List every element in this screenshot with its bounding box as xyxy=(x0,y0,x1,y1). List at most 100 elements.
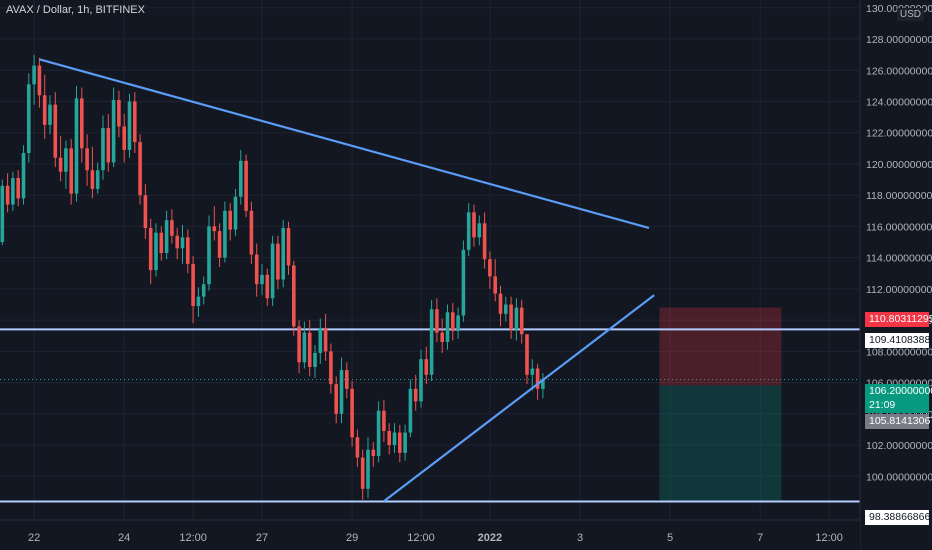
candle xyxy=(27,73,31,163)
candle xyxy=(313,345,317,378)
candle xyxy=(504,296,508,322)
candle xyxy=(302,321,307,369)
candle xyxy=(37,57,42,108)
price-tick-label: 116.00000000 xyxy=(866,221,932,233)
candle xyxy=(11,171,15,211)
candle xyxy=(403,424,407,461)
candle xyxy=(42,74,47,139)
time-axis-bg xyxy=(0,520,860,550)
candle xyxy=(95,162,100,194)
candle-body xyxy=(11,178,15,205)
candle-body xyxy=(58,157,63,172)
candle-body xyxy=(387,430,391,446)
candle-body xyxy=(493,276,497,294)
price-tick-label: 124.00000000 xyxy=(866,97,932,109)
candle-body xyxy=(42,95,47,125)
candle-body xyxy=(488,259,492,277)
candle-body xyxy=(461,249,466,316)
candle-body xyxy=(424,359,429,375)
candle-body xyxy=(429,309,434,375)
price-tick-label: 100.00000000 xyxy=(866,471,932,483)
candle xyxy=(212,206,217,241)
candle xyxy=(286,221,291,275)
price-axis-bg xyxy=(860,0,932,550)
candle xyxy=(64,140,68,189)
candle xyxy=(175,227,179,260)
candle xyxy=(318,318,323,364)
candle-body xyxy=(403,432,407,453)
candle-body xyxy=(419,359,423,402)
candle xyxy=(451,302,455,341)
candle xyxy=(138,134,142,205)
candle-body xyxy=(302,332,307,363)
candle xyxy=(207,215,211,291)
candle xyxy=(85,134,89,186)
candle-body xyxy=(509,304,513,330)
candle-body xyxy=(127,101,132,150)
candle xyxy=(254,243,259,297)
candle xyxy=(339,357,344,424)
candle-body xyxy=(244,160,248,211)
price-tick-label: 108.00000000 xyxy=(866,346,932,358)
candle xyxy=(514,298,519,341)
candle xyxy=(408,379,413,438)
candle-body xyxy=(313,352,317,367)
entry-line-price-tag: 109.41083882 xyxy=(865,333,932,348)
candle xyxy=(58,135,63,182)
candle xyxy=(196,287,201,317)
candle xyxy=(106,113,111,172)
candle-body xyxy=(350,388,354,438)
candle xyxy=(127,93,132,158)
candle-body xyxy=(27,84,31,154)
candle xyxy=(74,85,79,202)
price-tick-label: 126.00000000 xyxy=(866,65,932,77)
candle xyxy=(535,363,540,400)
candle-body xyxy=(535,368,540,389)
candle-body xyxy=(90,170,95,189)
candle-body xyxy=(170,220,174,236)
candle xyxy=(101,115,105,180)
price-axis[interactable]: 100.00000000102.00000000104.00000000106.… xyxy=(859,0,932,550)
candle xyxy=(525,334,529,385)
candle-body xyxy=(32,65,36,85)
candle xyxy=(143,184,148,239)
candle xyxy=(477,215,482,246)
lower-trendline xyxy=(383,294,655,503)
candlestick-series xyxy=(0,54,545,500)
candle-body xyxy=(323,327,328,352)
candle xyxy=(122,113,126,163)
candle-body xyxy=(408,388,413,433)
candle-body xyxy=(466,212,471,250)
candle xyxy=(355,429,360,467)
candle-body xyxy=(371,449,376,456)
candle xyxy=(392,423,397,453)
candle-body xyxy=(74,98,79,194)
candle xyxy=(292,260,296,336)
candle xyxy=(265,268,270,307)
candle-body xyxy=(106,128,111,163)
candle-body xyxy=(398,432,402,453)
support-price-tag: 98.38866866 xyxy=(865,510,930,525)
candle-body xyxy=(122,126,126,150)
bar-countdown: 21:09 xyxy=(865,398,929,413)
candle xyxy=(180,224,185,264)
candle xyxy=(329,343,333,394)
chart-grid xyxy=(0,0,860,520)
candle-body xyxy=(196,296,201,307)
candle xyxy=(90,146,95,199)
candle xyxy=(482,212,487,269)
candle-body xyxy=(355,437,360,458)
candle xyxy=(541,373,545,399)
currency-label[interactable]: USD xyxy=(896,8,924,21)
stop-loss-zone xyxy=(659,307,782,386)
price-tick-label: 120.00000000 xyxy=(866,159,932,171)
candle-body xyxy=(276,243,280,280)
candle xyxy=(133,92,137,154)
time-axis[interactable]: 22 24 12:00 27 29 12:00 2022 3 5 7 12:00 xyxy=(0,519,860,550)
candle-body xyxy=(456,315,460,332)
candle xyxy=(387,423,391,455)
candle-body xyxy=(260,274,264,285)
candle-body xyxy=(477,223,482,238)
candle-body xyxy=(207,226,211,285)
